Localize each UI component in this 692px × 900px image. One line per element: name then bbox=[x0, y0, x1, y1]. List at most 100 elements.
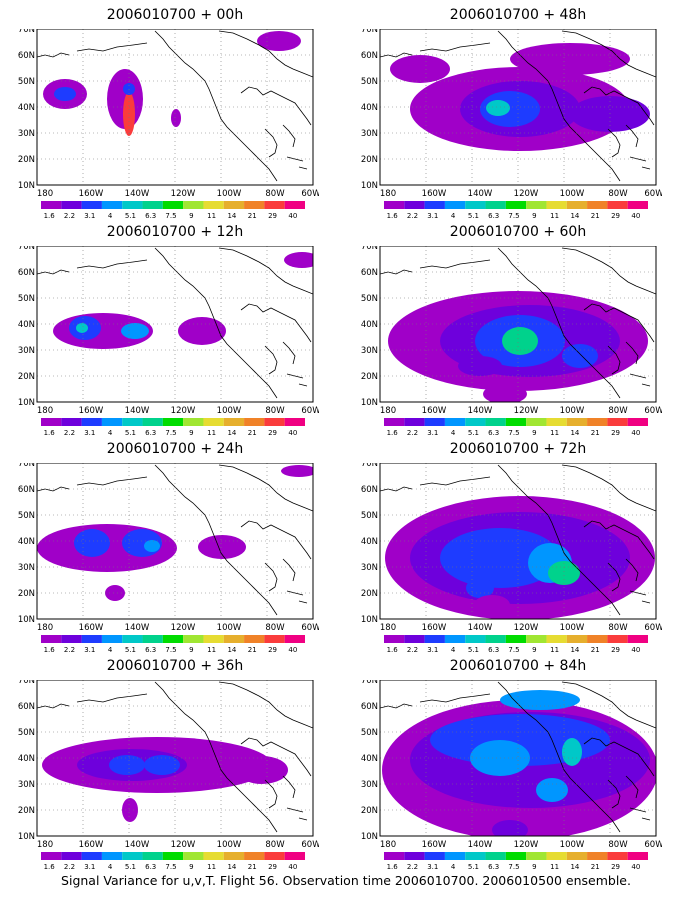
colorbar-svg: 1.6 2.2 3.1 4 5.1 6.3 7.5 9 11 14 21 29 40 bbox=[384, 201, 648, 220]
lat-label: 40N bbox=[18, 537, 35, 547]
colorbar-swatch bbox=[101, 635, 123, 643]
colorbar-label: 7.5 bbox=[165, 863, 176, 871]
variance-contour bbox=[171, 109, 181, 127]
map-frame bbox=[379, 680, 657, 837]
map-frame bbox=[36, 29, 314, 186]
lon-label: 180 bbox=[37, 623, 53, 633]
lon-label: 100W bbox=[217, 189, 242, 199]
lon-label: 100W bbox=[560, 623, 585, 633]
colorbar-swatch bbox=[81, 201, 102, 209]
variance-field bbox=[388, 291, 648, 402]
colorbar-swatch bbox=[264, 201, 285, 209]
colorbar-label: 5.1 bbox=[125, 212, 136, 220]
variance-contour bbox=[198, 535, 246, 559]
colorbar-swatch bbox=[465, 418, 486, 426]
colorbar-swatch bbox=[444, 852, 466, 860]
lon-label: 120W bbox=[514, 623, 539, 633]
colorbar-label: 2.2 bbox=[64, 429, 75, 437]
colorbar-swatch bbox=[223, 852, 245, 860]
variance-contour bbox=[236, 756, 288, 784]
colorbar-label: 6.3 bbox=[488, 212, 499, 220]
variance-contour bbox=[483, 384, 527, 402]
colorbar-label: 6.3 bbox=[145, 646, 156, 654]
colorbar-label: 40 bbox=[288, 863, 297, 871]
colorbar-swatch bbox=[485, 201, 506, 209]
lat-label: 20N bbox=[361, 806, 378, 816]
colorbar-label: 29 bbox=[268, 646, 277, 654]
colorbar-label: 3.1 bbox=[84, 646, 95, 654]
lon-label: 100W bbox=[217, 840, 242, 850]
lat-label: 40N bbox=[18, 320, 35, 330]
colorbar-label: 40 bbox=[631, 212, 640, 220]
variance-contour bbox=[144, 540, 160, 552]
colorbar-label: 14 bbox=[570, 212, 579, 220]
lon-label: 120W bbox=[514, 840, 539, 850]
lon-label: 180 bbox=[37, 406, 53, 416]
lat-label: 70N bbox=[361, 246, 378, 252]
variance-contour bbox=[144, 755, 180, 775]
colorbar-label: 40 bbox=[288, 646, 297, 654]
colorbar-label: 7.5 bbox=[508, 212, 519, 220]
colorbar-swatch bbox=[183, 201, 204, 209]
lat-label: 40N bbox=[361, 103, 378, 113]
colorbar-label: 9 bbox=[189, 646, 193, 654]
lat-label: 20N bbox=[18, 155, 35, 165]
colorbar-label: 3.1 bbox=[427, 863, 438, 871]
variance-field bbox=[43, 31, 301, 136]
lon-label: 140W bbox=[468, 840, 493, 850]
colorbar-label: 1.6 bbox=[44, 863, 56, 871]
variance-contour bbox=[510, 43, 630, 75]
colorbar-swatch bbox=[142, 635, 163, 643]
colorbar-label: 4 bbox=[451, 646, 456, 654]
lon-label: 160W bbox=[79, 406, 104, 416]
colorbar-label: 9 bbox=[532, 429, 536, 437]
colorbar-label: 5.1 bbox=[468, 212, 479, 220]
colorbar-swatch bbox=[264, 852, 285, 860]
lat-label: 30N bbox=[361, 346, 378, 356]
colorbar-swatch bbox=[122, 635, 143, 643]
lon-label: 180 bbox=[37, 189, 53, 199]
colorbar-label: 14 bbox=[570, 863, 579, 871]
panel-36h: 2006010700 + 36h 70N 60N 50N 40N 30N 20N 10N 18… bbox=[15, 656, 335, 871]
lon-label: 80W bbox=[608, 623, 628, 633]
panel-title: 2006010700 + 84h bbox=[449, 658, 587, 674]
colorbar-swatch bbox=[284, 418, 305, 426]
colorbar-svg: 1.6 2.2 3.1 4 5.1 6.3 7.5 9 11 14 21 29 40 bbox=[384, 418, 648, 437]
lat-label: 10N bbox=[361, 181, 378, 191]
colorbar-swatch bbox=[142, 201, 163, 209]
colorbar: 1.6 2.2 3.1 4 5.1 6.3 7.5 9 11 14 21 29 40 bbox=[384, 201, 648, 223]
variance-contour bbox=[562, 344, 598, 368]
colorbar-swatch bbox=[244, 418, 265, 426]
colorbar-swatch bbox=[526, 635, 547, 643]
colorbar-swatch bbox=[384, 418, 405, 426]
lon-label: 60W bbox=[644, 189, 662, 199]
lon-label: 80W bbox=[265, 189, 285, 199]
colorbar-swatch bbox=[424, 201, 445, 209]
lat-label: 40N bbox=[361, 537, 378, 547]
colorbar: 1.6 2.2 3.1 4 5.1 6.3 7.5 9 11 14 21 29 40 bbox=[41, 635, 305, 657]
colorbar-swatch bbox=[122, 852, 143, 860]
colorbar-swatch bbox=[526, 852, 547, 860]
colorbar-label: 1.6 bbox=[387, 863, 399, 871]
colorbar-swatch bbox=[526, 418, 547, 426]
colorbar-swatch bbox=[587, 201, 608, 209]
colorbar-swatch bbox=[607, 852, 628, 860]
colorbar-swatch bbox=[101, 852, 123, 860]
colorbar-label: 1.6 bbox=[44, 212, 56, 220]
colorbar-label: 9 bbox=[189, 863, 193, 871]
panel-title: 2006010700 + 36h bbox=[106, 658, 244, 674]
colorbar-swatch bbox=[485, 635, 506, 643]
colorbar-swatch bbox=[162, 635, 184, 643]
lat-label: 60N bbox=[361, 702, 378, 712]
colorbar-swatch bbox=[465, 852, 486, 860]
lat-label: 40N bbox=[361, 754, 378, 764]
colorbar-swatch bbox=[607, 418, 628, 426]
colorbar-label: 6.3 bbox=[488, 646, 499, 654]
colorbar-label: 3.1 bbox=[427, 646, 438, 654]
colorbar-label: 40 bbox=[288, 429, 297, 437]
colorbar-swatch bbox=[505, 635, 527, 643]
